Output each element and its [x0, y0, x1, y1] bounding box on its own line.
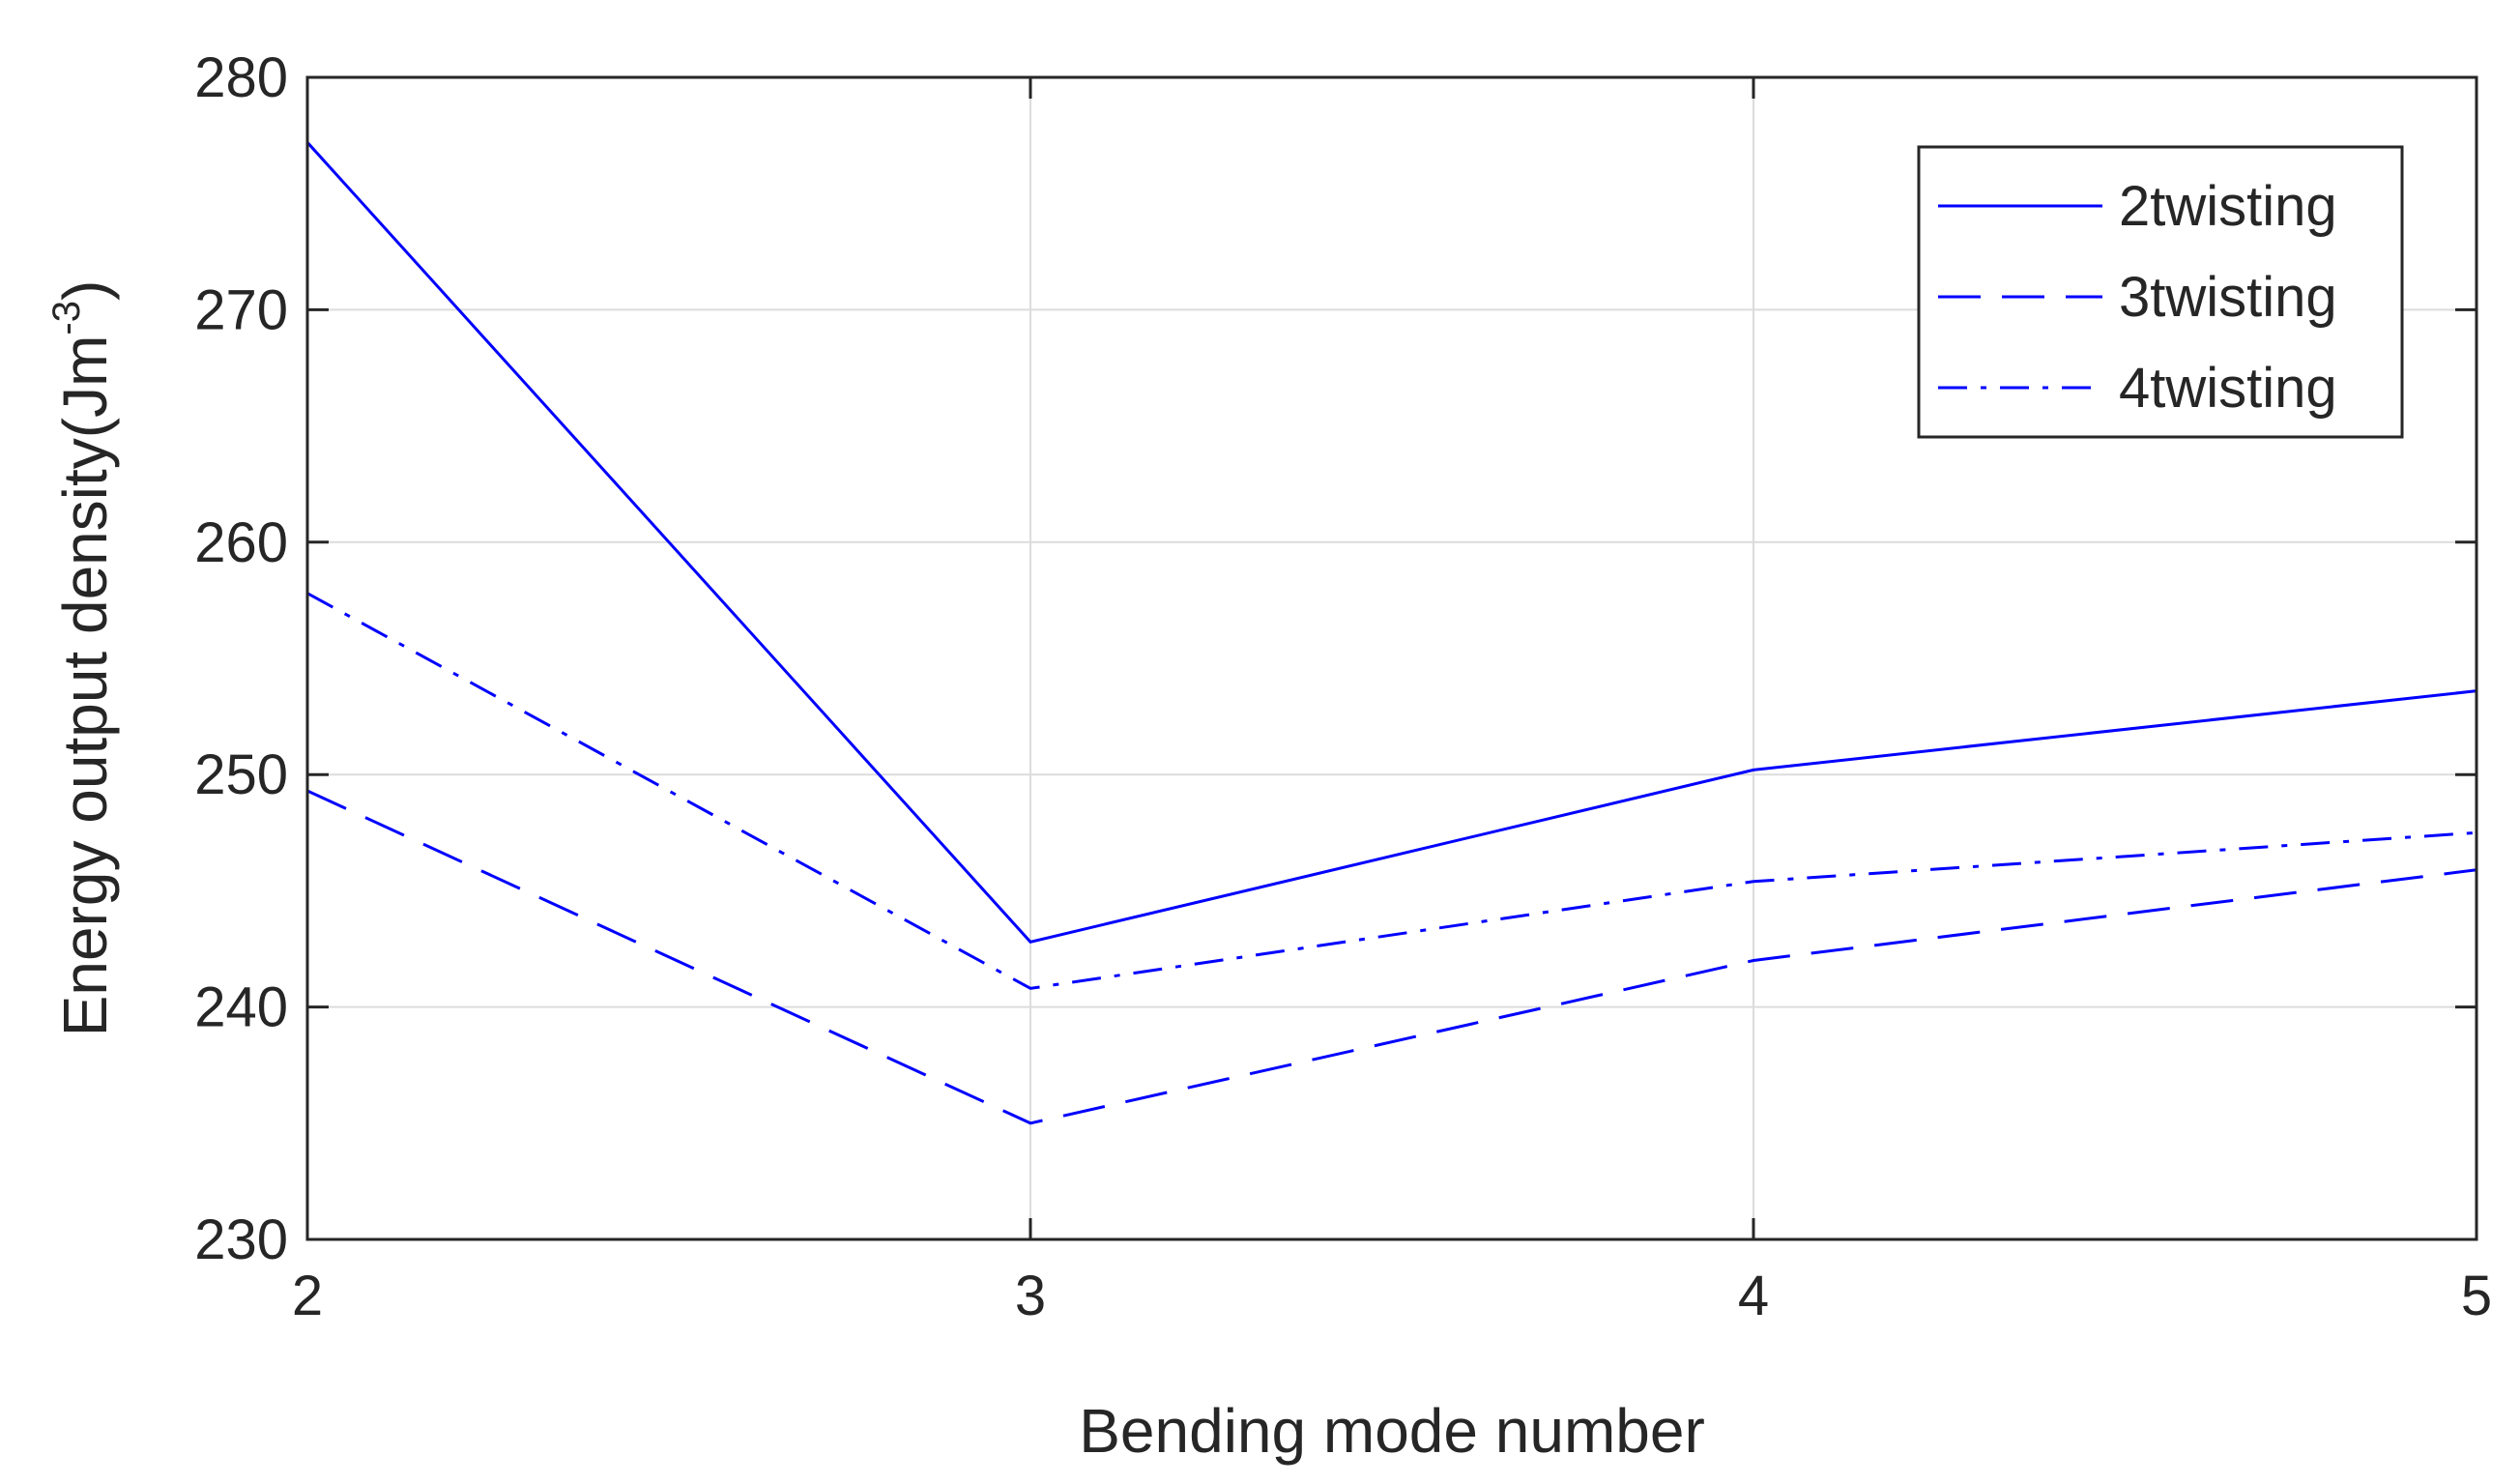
- x-axis-title: Bending mode number: [1079, 1396, 1705, 1466]
- y-axis-title-superscript: -3: [45, 301, 88, 335]
- legend: 2twisting 3twisting 4twisting: [1917, 145, 2404, 439]
- y-tick-label: 260: [194, 511, 288, 574]
- legend-label-3twisting: 3twisting: [2119, 266, 2337, 329]
- y-tick-label: 230: [194, 1208, 288, 1271]
- series-line-4twisting: [306, 592, 2477, 990]
- legend-label-4twisting: 4twisting: [2119, 357, 2337, 420]
- x-tick-label: 3: [1015, 1265, 1046, 1327]
- legend-label-2twisting: 2twisting: [2119, 175, 2337, 238]
- x-tick-label: 4: [1738, 1265, 1769, 1327]
- x-tick-label: 5: [2461, 1265, 2492, 1327]
- y-axis-title-suffix: ): [50, 280, 120, 301]
- series-line-3twisting: [306, 789, 2477, 1125]
- y-tick-label: 270: [194, 278, 288, 341]
- legend-box: [1917, 145, 2404, 439]
- y-tick-labels: 230 240 250 260 270 280: [194, 46, 288, 1271]
- y-axis-title-main: Energy output density(Jm: [50, 335, 120, 1037]
- data-series: [305, 141, 2477, 1125]
- x-tick-label: 2: [292, 1265, 323, 1327]
- series-line-2twisting: [305, 141, 2477, 944]
- axis-ticks: [305, 75, 2478, 1241]
- y-tick-label: 280: [194, 46, 288, 109]
- plot-frame: [305, 75, 2478, 1241]
- y-axis-title: Energy output density(Jm-3): [45, 280, 120, 1037]
- y-tick-label: 250: [194, 743, 288, 806]
- x-tick-labels: 2 3 4 5: [292, 1265, 2492, 1327]
- y-tick-label: 240: [194, 976, 288, 1039]
